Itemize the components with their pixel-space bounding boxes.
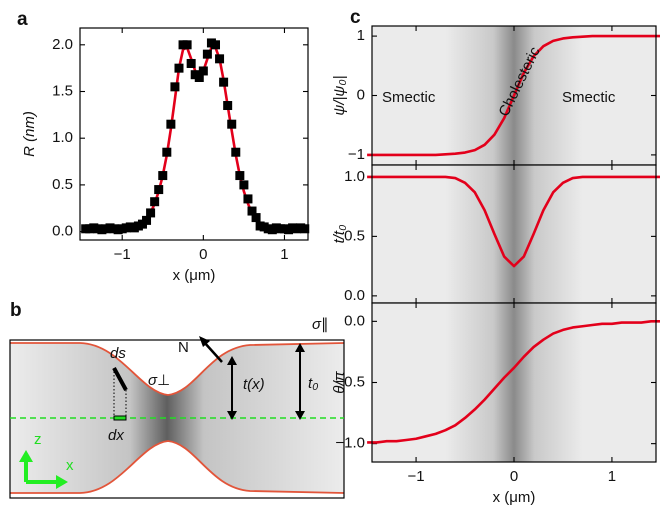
plot-frame	[79, 27, 309, 241]
data-point	[154, 185, 164, 195]
data-point	[243, 194, 253, 204]
plot-frame	[371, 302, 657, 463]
x-axis-label: x (μm)	[173, 267, 216, 284]
ds-segment	[112, 367, 128, 391]
data-point	[235, 171, 245, 181]
x-tick-label: 1	[280, 246, 288, 263]
t0-label: t₀	[308, 375, 319, 392]
y-tick-label: 0.5	[52, 176, 73, 193]
dx-label: dx	[108, 427, 124, 444]
arrow-head	[295, 343, 305, 420]
y-tick-label: −1	[348, 146, 365, 163]
y-tick-label: 0.0	[344, 312, 365, 329]
data-point	[219, 77, 229, 87]
data-point	[162, 147, 172, 157]
x-label: x	[66, 457, 74, 474]
data-point	[202, 49, 212, 59]
data-point	[158, 171, 168, 181]
y-axis-label: t/t₀	[331, 225, 348, 244]
data-point	[198, 66, 208, 76]
y-axis-label: θ/π	[331, 370, 348, 393]
plot: 0.0 −0.5 −1.0 −1 0 1 θ/π x (μm)	[331, 302, 660, 506]
phase-shading	[372, 165, 656, 303]
data-point	[223, 101, 233, 111]
data-line	[367, 320, 660, 444]
phase-shading	[372, 303, 656, 462]
panel-b: b ds dx N σ⊥ t(x) t₀ σ∥ z x	[9, 300, 345, 499]
plot: 0.0 0.5 1.0 1.5 2.0 −1 0 1 R (nm) x (μm) a	[17, 9, 310, 284]
data-point	[215, 54, 225, 64]
data-line	[367, 175, 660, 268]
normal-arrow	[203, 341, 223, 363]
arrow-head	[199, 336, 210, 347]
y-axis-label: ψ/|ψ₀|	[331, 75, 348, 115]
data-point	[186, 58, 196, 68]
data-point	[251, 213, 261, 223]
data-point	[247, 206, 257, 216]
film-body	[10, 343, 344, 493]
upper-surface	[10, 342, 345, 396]
normal-label: N	[178, 339, 189, 356]
y-tick-label: −1.0	[335, 435, 365, 452]
x-tick-label: −1	[408, 468, 425, 485]
lower-surface	[10, 440, 345, 494]
z-label: z	[34, 431, 42, 448]
y-tick-label: 0.0	[52, 223, 73, 240]
diagram-frame	[9, 339, 345, 499]
panel-label: a	[17, 9, 28, 30]
y-tick-label: 0.5	[344, 227, 365, 244]
y-tick-label: 1	[357, 27, 365, 44]
panel-label: b	[10, 300, 22, 321]
arrow-head	[19, 450, 68, 489]
data-point	[227, 119, 237, 129]
tx-label: t(x)	[243, 376, 265, 393]
x-tick-label: 0	[510, 468, 518, 485]
annotation: Smectic	[382, 89, 436, 106]
sigma-perp: σ⊥	[148, 372, 170, 389]
x-tick-label: 0	[199, 246, 207, 263]
data-point	[146, 208, 156, 218]
x-axis-label: x (μm)	[493, 489, 536, 506]
data-point	[166, 119, 176, 129]
x-tick-label: −1	[114, 246, 131, 263]
data-point	[239, 180, 249, 190]
data-point	[170, 82, 180, 92]
y-tick-label: 1.5	[52, 82, 73, 99]
data-point	[231, 147, 241, 157]
data-point	[211, 40, 221, 50]
ds-label: ds	[110, 345, 126, 362]
y-tick-label: 2.0	[52, 36, 73, 53]
data-point	[150, 197, 160, 207]
data-line	[367, 34, 660, 157]
y-tick-label: 0.0	[344, 287, 365, 304]
data-point	[174, 63, 184, 73]
y-tick-label: −0.5	[335, 373, 365, 390]
axes-arrows	[24, 460, 58, 484]
data-point	[182, 40, 192, 50]
x-tick-label: 1	[608, 468, 616, 485]
data-point	[194, 72, 204, 82]
plot: 0.0 0.5 1.0 t/t₀	[331, 164, 660, 304]
data-point	[142, 215, 152, 225]
y-tick-label: 0	[357, 86, 365, 103]
y-axis-label: R (nm)	[21, 111, 38, 157]
y-tick-label: 1.0	[52, 129, 73, 146]
annotation: Smectic	[562, 89, 616, 106]
panel-label: c	[350, 7, 361, 28]
y-tick-label: 1.0	[344, 168, 365, 185]
dx-segment	[113, 415, 127, 421]
data-point	[300, 224, 310, 234]
sigma-par: σ∥	[312, 316, 329, 333]
